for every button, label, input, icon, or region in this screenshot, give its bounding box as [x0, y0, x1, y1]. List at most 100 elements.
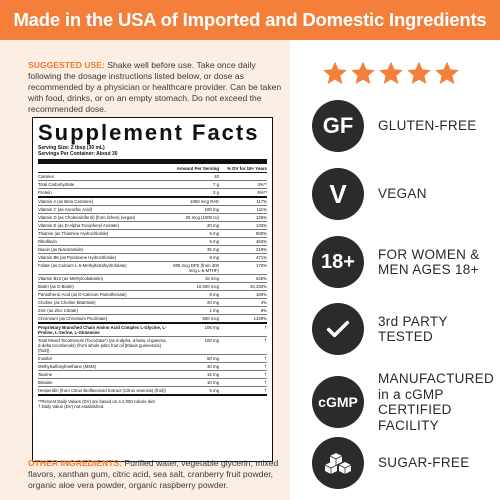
- facts-row: Hesperidin (from Citrus Bioflavonoid Ext…: [38, 387, 267, 396]
- nutrient-amount: 15 mg: [207, 372, 219, 377]
- nutrient-dv: 219%: [256, 247, 267, 252]
- star-icon: [435, 61, 459, 84]
- nutrient-name: Total Mixed Tocotrienols (TocoGaia*) (as…: [38, 338, 167, 353]
- divider: [38, 159, 267, 164]
- nutrient-name: Inositol: [38, 356, 52, 361]
- facts-footnote: **Percent Daily Values (DV) are based on…: [38, 399, 267, 409]
- facts-row: Protein 3 g 6%**: [38, 189, 267, 198]
- badge-label: MANUFACTURED in a cGMP CERTIFIED FACILIT…: [378, 371, 495, 433]
- badge-row: cGMP MANUFACTURED in a cGMP CERTIFIED FAC…: [312, 371, 500, 433]
- nutrient-dv: †: [264, 372, 267, 377]
- star-icon: [407, 61, 431, 84]
- cgmp-icon: cGMP: [312, 376, 364, 428]
- facts-row: Vitamin B6 (as Pyridoxine Hydrochloride)…: [38, 254, 267, 262]
- facts-row: Choline (as Choline Bitartrate) 20 mg 4%: [38, 299, 267, 307]
- nutrient-dv: 160%: [256, 292, 267, 297]
- facts-row: Proprietary Branched Chain Amino Acid Co…: [38, 324, 267, 337]
- nutrient-amount: 15 mcg: [204, 276, 219, 281]
- other-ingredients-label: OTHER INGREDIENTS:: [28, 458, 123, 468]
- star-icon: [351, 61, 375, 84]
- nutrient-dv: 111%: [256, 207, 267, 212]
- facts-row: Chromium (as Chromium Picolinate) 500 mcg…: [38, 315, 267, 324]
- facts-row: Betaine 10 mg †: [38, 379, 267, 387]
- nutrient-amount: 10 mg: [207, 380, 219, 385]
- suggested-use-label: SUGGESTED USE:: [28, 60, 105, 70]
- facts-row: Total Mixed Tocotrienols (TocoGaia*) (as…: [38, 337, 267, 355]
- badge-row: V VEGAN: [312, 168, 500, 220]
- facts-row: Thiamin (as Thiamine Hydrochloride) 6 mg 5…: [38, 230, 267, 238]
- nutrient-amount: 1 mg: [209, 308, 219, 313]
- nutrient-dv: 9%: [260, 308, 267, 313]
- facts-row: Riboflavin 6 mg 462%: [38, 238, 267, 246]
- facts-row: Niacin (as Niacinamide) 35 mg 219%: [38, 246, 267, 254]
- footnote-dagger: † Daily Value (DV) not established.: [38, 404, 105, 410]
- nutrient-name: Vitamin E (as D-Alpha Tocopheryl Acetate…: [38, 223, 120, 228]
- suggested-use: SUGGESTED USE: Shake well before use. Ta…: [28, 60, 290, 115]
- dv-header: % DV for 18+ Years: [227, 165, 267, 171]
- sugar-cubes-icon: [312, 437, 364, 489]
- nutrient-dv: 1429%: [253, 316, 267, 321]
- nutrient-amount: 7 g: [213, 182, 219, 187]
- facts-row: Vitamin C (as Ascorbic Acid) 100 mg 111%: [38, 206, 267, 214]
- facts-column-headers: Amount Per Serving % DV for 18+ Years: [38, 164, 267, 173]
- nutrient-dv: †: [264, 356, 267, 361]
- badge-glyph: V: [329, 178, 347, 209]
- facts-row: Vitamin A (as Beta Carotene) 1050 mcg RAE…: [38, 198, 267, 206]
- nutrient-dv: 4%: [260, 300, 267, 305]
- badge-row: 18+ FOR WOMEN & MEN AGES 18+: [312, 236, 500, 288]
- nutrient-name: Protein: [38, 190, 52, 195]
- nutrient-dv: †: [264, 364, 267, 369]
- nutrient-dv: 6%**: [257, 190, 267, 195]
- headline-text: Made in the USA of Imported and Domestic…: [13, 9, 487, 30]
- badge-label: GLUTEN-FREE: [378, 118, 477, 134]
- nutrient-amount: 6 mg: [209, 239, 219, 244]
- badge-row: 3rd PARTY TESTED: [312, 303, 500, 355]
- nutrient-dv: 117%: [256, 199, 267, 204]
- headline-banner: Made in the USA of Imported and Domestic…: [0, 0, 500, 40]
- nutrient-amount: 8 mg: [209, 255, 219, 260]
- nutrient-dv: 625%: [256, 276, 267, 281]
- nutrient-name: Vitamin D (as Cholecalciferol) (from lic…: [38, 215, 136, 220]
- facts-row: Total Carbohydrate 7 g 3%**: [38, 181, 267, 189]
- nutrient-name: Folate (as Calcium L-5-Methyltetrahydrof…: [38, 263, 127, 268]
- nutrient-name: Vitamin A (as Beta Carotene): [38, 199, 94, 204]
- nutrient-amount: 8 mg: [209, 292, 219, 297]
- vegan-icon: V: [312, 168, 364, 220]
- facts-row: Inositol 50 mg †: [38, 355, 267, 363]
- facts-row: Vitamin E (as D-Alpha Tocopheryl Acetate…: [38, 222, 267, 230]
- nutrient-name: Riboflavin: [38, 239, 57, 244]
- suggested-use-text: Shake well before use. Take once daily f…: [28, 60, 282, 114]
- badge-glyph: 18+: [321, 250, 355, 273]
- badge-label: SUGAR-FREE: [378, 455, 470, 471]
- nutrient-dv: †: [264, 380, 267, 385]
- nutrient-name: Pantothenic Acid (as D-Calcium Pantothen…: [38, 292, 127, 297]
- nutrient-amount: 100 mg: [204, 338, 219, 343]
- facts-title: Supplement Facts: [38, 120, 260, 145]
- serving-size: Serving Size: 2 tbsp (30 mL): [38, 145, 105, 151]
- nutrient-name: Vitamin C (as Ascorbic Acid): [38, 207, 92, 212]
- nutrient-amount: 50 mg: [207, 356, 219, 361]
- nutrient-amount: 500 mcg: [202, 316, 219, 321]
- servings-per-container: Servings Per Container: About 30: [38, 151, 118, 157]
- facts-row: Zinc (as Zinc Citrate) 1 mg 9%: [38, 307, 267, 315]
- nutrient-name: Calories: [38, 174, 54, 179]
- facts-row: Calories 40: [38, 173, 267, 181]
- nutrient-name: Biotin (as D-Biotin): [38, 284, 74, 289]
- facts-rows: Calories 40 Total Carbohydrate 7 g 3%** Prote…: [38, 173, 267, 396]
- nutrient-name: Taurine: [38, 372, 53, 377]
- nutrient-amount: 1050 mcg RAE: [190, 199, 219, 204]
- star-icon: [379, 61, 403, 84]
- facts-row: Folate (as Calcium L-5-Methyltetrahydrof…: [38, 262, 267, 275]
- nutrient-dv: †: [264, 325, 267, 330]
- nutrient-amount: 100 mg: [204, 207, 219, 212]
- nutrient-amount: 20 mg: [207, 223, 219, 228]
- checkmark-icon: [312, 303, 364, 355]
- facts-row: Biotin (as D-Biotin) 10,000 mcg 33,333%: [38, 283, 267, 291]
- age-18-icon: 18+: [312, 236, 364, 288]
- nutrient-amount: 35 mg: [207, 247, 219, 252]
- facts-row: Methylsulfonylmethane (MSM) 30 mg †: [38, 363, 267, 371]
- nutrient-dv: 500%: [256, 231, 267, 236]
- nutrient-amount: 10,000 mcg: [196, 284, 219, 289]
- nutrient-dv: 33,333%: [250, 284, 267, 289]
- nutrient-name: Chromium (as Chromium Picolinate): [38, 316, 108, 321]
